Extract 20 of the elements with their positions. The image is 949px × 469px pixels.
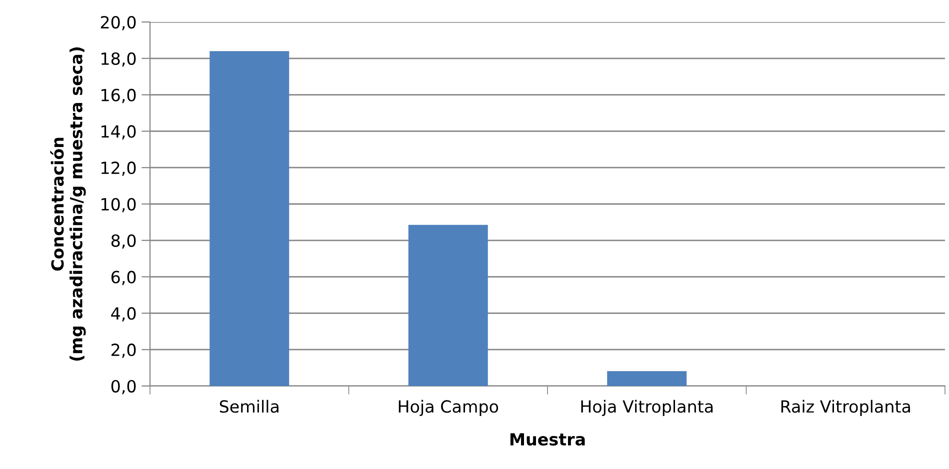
y-tick-label: 0,0 xyxy=(111,380,136,394)
y-tick-label: 6,0 xyxy=(111,270,136,286)
y-tick-label: 12,0 xyxy=(102,162,136,176)
y-tick-label: 18,0 xyxy=(102,52,136,67)
y-tick-label: 14,0 xyxy=(102,125,136,140)
x-tick-label: Hoja Campo xyxy=(398,400,498,416)
y-tick-label: 4,0 xyxy=(111,307,136,322)
bar xyxy=(408,224,488,386)
bar xyxy=(210,51,290,386)
bar xyxy=(607,371,687,386)
y-tick-label: 10,0 xyxy=(102,198,136,212)
y-tick-label: 8,0 xyxy=(111,234,136,249)
y-tick-label: 16,0 xyxy=(102,88,136,104)
y-tick-label: 20,0 xyxy=(100,16,136,30)
x-tick-label: Raiz Vitroplanta xyxy=(781,400,910,416)
y-axis-title: Concentración (mg azadiractina/g muestra seca) xyxy=(50,47,86,361)
x-tick-label: Semilla xyxy=(220,400,278,413)
x-tick-label: Hoja Vitroplanta xyxy=(581,400,713,416)
x-axis-title: Muestra xyxy=(510,433,585,446)
y-tick-label: 2,0 xyxy=(112,344,136,358)
